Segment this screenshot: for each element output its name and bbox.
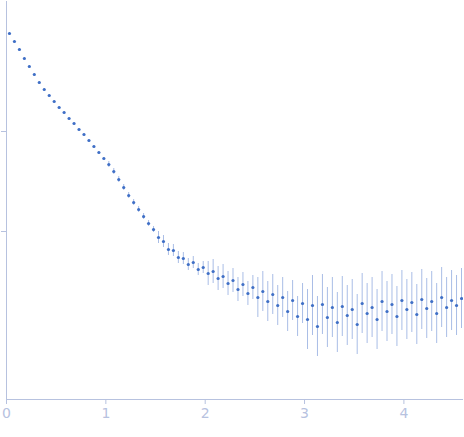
svg-text:2: 2: [201, 405, 210, 421]
svg-text:3: 3: [300, 405, 309, 421]
svg-text:4: 4: [399, 405, 408, 421]
svg-text:1: 1: [101, 405, 110, 421]
svg-text:0: 0: [2, 405, 11, 421]
